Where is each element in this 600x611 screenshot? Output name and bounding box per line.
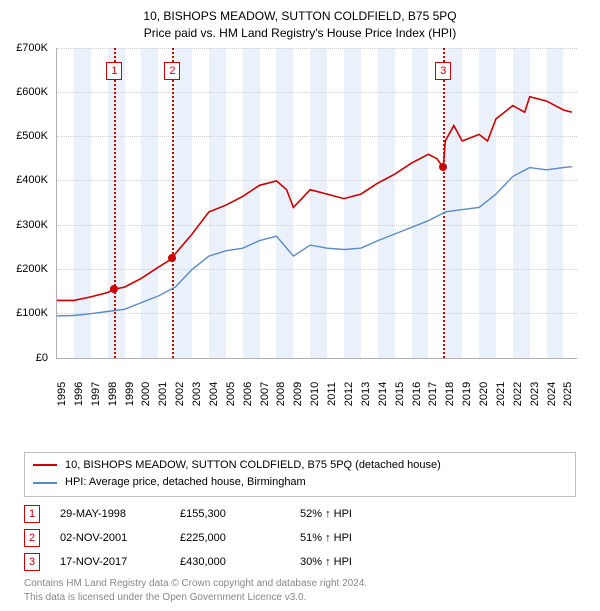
x-axis-label: 1998: [107, 381, 119, 405]
y-axis-label: £0: [36, 352, 48, 364]
series-line: [57, 166, 572, 315]
attribution-line2: This data is licensed under the Open Gov…: [24, 591, 588, 605]
y-axis-label: £500K: [16, 130, 48, 142]
x-axis-label: 2017: [427, 381, 439, 405]
legend-label: HPI: Average price, detached house, Birm…: [65, 474, 306, 492]
event-row: 1 29-MAY-1998 £155,300 52% ↑ HPI: [24, 505, 576, 523]
x-axis-label: 2009: [292, 381, 304, 405]
event-date: 17-NOV-2017: [60, 556, 160, 568]
x-axis-label: 2003: [191, 381, 203, 405]
event-change: 51% ↑ HPI: [300, 532, 420, 544]
x-axis-label: 2020: [478, 381, 490, 405]
y-axis-label: £400K: [16, 174, 48, 186]
x-axis-label: 2019: [461, 381, 473, 405]
x-axis-label: 2022: [512, 381, 524, 405]
series-line: [57, 96, 572, 300]
y-axis-label: £700K: [16, 42, 48, 54]
attribution-line1: Contains HM Land Registry data © Crown c…: [24, 577, 588, 591]
y-axis-label: £100K: [16, 307, 48, 319]
x-axis-label: 2001: [157, 381, 169, 405]
x-axis-label: 2005: [225, 381, 237, 405]
x-axis-label: 1999: [124, 381, 136, 405]
legend-item: 10, BISHOPS MEADOW, SUTTON COLDFIELD, B7…: [33, 457, 567, 475]
event-price: £430,000: [180, 556, 280, 568]
x-axis-label: 1997: [90, 381, 102, 405]
chart-title-line1: 10, BISHOPS MEADOW, SUTTON COLDFIELD, B7…: [12, 8, 588, 25]
chart-container: 10, BISHOPS MEADOW, SUTTON COLDFIELD, B7…: [0, 0, 600, 611]
event-number-box: 1: [24, 505, 40, 523]
event-change: 52% ↑ HPI: [300, 508, 420, 520]
events-table: 1 29-MAY-1998 £155,300 52% ↑ HPI 2 02-NOV-200…: [24, 505, 576, 571]
event-price: £225,000: [180, 532, 280, 544]
legend-swatch: [33, 464, 57, 466]
event-date: 02-NOV-2001: [60, 532, 160, 544]
x-axis-label: 1995: [56, 381, 68, 405]
x-axis-label: 2010: [309, 381, 321, 405]
x-axis-label: 2004: [208, 381, 220, 405]
legend-label: 10, BISHOPS MEADOW, SUTTON COLDFIELD, B7…: [65, 457, 441, 475]
x-axis-label: 2000: [140, 381, 152, 405]
legend: 10, BISHOPS MEADOW, SUTTON COLDFIELD, B7…: [24, 452, 576, 497]
legend-swatch: [33, 482, 57, 484]
x-axis-label: 2002: [174, 381, 186, 405]
event-price: £155,300: [180, 508, 280, 520]
event-change: 30% ↑ HPI: [300, 556, 420, 568]
y-axis-label: £600K: [16, 86, 48, 98]
x-axis-label: 2018: [444, 381, 456, 405]
x-axis-label: 2025: [562, 381, 574, 405]
event-number-box: 3: [24, 553, 40, 571]
event-number-box: 2: [24, 529, 40, 547]
x-axis-label: 2011: [326, 382, 338, 406]
y-axis-label: £200K: [16, 263, 48, 275]
x-axis-label: 2007: [259, 381, 271, 405]
x-axis-label: 2008: [275, 381, 287, 405]
x-axis-label: 2012: [343, 381, 355, 405]
plot-area: 123: [56, 48, 577, 359]
x-axis-label: 2016: [411, 381, 423, 405]
event-row: 2 02-NOV-2001 £225,000 51% ↑ HPI: [24, 529, 576, 547]
x-axis-label: 2021: [495, 381, 507, 405]
x-axis-label: 2014: [377, 381, 389, 405]
series-svg: [57, 48, 577, 358]
legend-item: HPI: Average price, detached house, Birm…: [33, 474, 567, 492]
x-axis-label: 2015: [394, 381, 406, 405]
chart-area: 123£0£100K£200K£300K£400K£500K£600K£700K…: [12, 48, 588, 404]
x-axis-label: 2013: [360, 381, 372, 405]
y-axis-label: £300K: [16, 219, 48, 231]
event-row: 3 17-NOV-2017 £430,000 30% ↑ HPI: [24, 553, 576, 571]
x-axis-label: 2024: [546, 381, 558, 405]
chart-title-line2: Price paid vs. HM Land Registry's House …: [12, 25, 588, 42]
x-axis-label: 1996: [73, 381, 85, 405]
x-axis-label: 2023: [529, 381, 541, 405]
event-date: 29-MAY-1998: [60, 508, 160, 520]
x-axis-label: 2006: [242, 381, 254, 405]
attribution: Contains HM Land Registry data © Crown c…: [24, 577, 588, 605]
